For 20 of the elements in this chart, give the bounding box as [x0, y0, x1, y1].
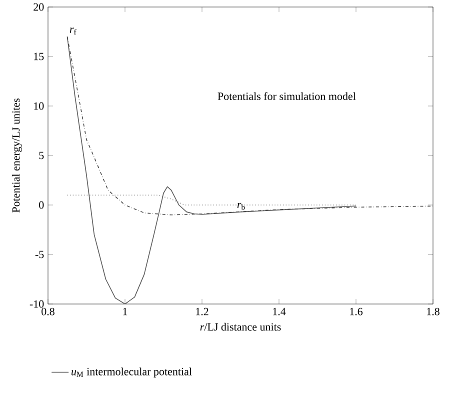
x-tick-label: 1.6 [350, 308, 363, 316]
annotation: r$_{b}$ [237, 202, 245, 210]
y-tick-label: -10 [30, 300, 44, 308]
y-tick-label: -5 [35, 250, 44, 258]
y-axis-title: Potential energy/LJ unites [12, 98, 22, 213]
text: Potentials for simulation model [218, 92, 356, 100]
x-tick-label: 1 [123, 308, 128, 316]
x-tick-label: 1.8 [427, 308, 440, 316]
y-tick-label: 0 [39, 201, 44, 209]
annotation: r$_{f}$ [70, 28, 76, 34]
x-tick-label: 0.8 [42, 308, 54, 316]
x-tick-label: 1.4 [273, 308, 286, 316]
y-tick-label: 20 [34, 3, 44, 11]
x-tick-label: 1.2 [196, 308, 208, 316]
legend-label: u$_{M}$ intermolecular potential [72, 368, 192, 378]
y-tick-label: 15 [34, 52, 44, 60]
y-tick-label: 10 [34, 102, 44, 110]
x-axis-title: r/LJ distance units [200, 322, 281, 331]
y-tick-label: 5 [39, 152, 44, 160]
line-series [66, 36, 434, 216]
